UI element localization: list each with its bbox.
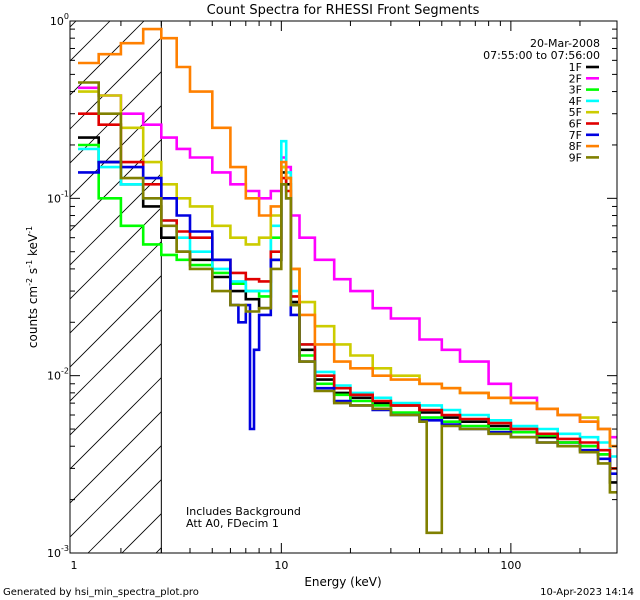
hatch-line	[70, 139, 162, 232]
legend-label-1F: 1F	[569, 61, 582, 74]
hatch-line	[70, 105, 162, 198]
hatch-line	[70, 275, 162, 368]
annotation-background: Includes Background	[186, 505, 301, 518]
y-axis-ticks: 100 10-1 10-2 10-3	[47, 12, 617, 560]
series-9F	[78, 81, 617, 535]
x-axis-ticks: 1 10 100	[71, 21, 581, 572]
legend-label-9F: 9F	[569, 151, 582, 164]
hatch-line	[70, 37, 162, 130]
y-tick-label: 10-2	[47, 367, 69, 383]
plot-frame	[69, 20, 618, 554]
series-8F	[78, 27, 617, 448]
y-tick-label: 100	[50, 12, 69, 28]
legend-label-4F: 4F	[569, 95, 582, 108]
hatch-line	[121, 513, 162, 553]
y-axis-label: counts cm-2 s-1 keV-1	[25, 226, 40, 348]
hatch-line	[70, 377, 162, 470]
footer-timestamp: 10-Apr-2023 14:14	[540, 587, 634, 598]
footer-generated-by: Generated by hsi_min_spectra_plot.pro	[3, 587, 199, 598]
legend-label-7F: 7F	[569, 129, 582, 142]
hatch-line	[70, 241, 162, 334]
spectra-series	[78, 27, 617, 535]
annotation-attenuator: Att A0, FDecim 1	[186, 517, 279, 530]
hatch-line	[70, 207, 162, 300]
legend-label-6F: 6F	[569, 118, 582, 131]
hatch-line	[70, 173, 162, 266]
series-6F	[78, 112, 617, 470]
x-tick-label: 1	[71, 559, 78, 572]
chart-title: Count Spectra for RHESSI Front Segments	[207, 3, 480, 18]
time-range-label: 07:55:00 to 07:56:00	[483, 49, 600, 62]
date-label: 20-Mar-2008	[530, 37, 600, 50]
y-tick-label: 10-1	[47, 189, 69, 205]
hatch-line	[155, 547, 162, 553]
legend-label-8F: 8F	[569, 140, 582, 153]
legend-label-2F: 2F	[569, 72, 582, 85]
hatch-line	[70, 309, 162, 402]
hatch-line	[70, 445, 162, 538]
y-tick-label: 10-3	[47, 544, 69, 560]
x-tick-label: 10	[274, 559, 288, 572]
x-axis-label: Energy (keV)	[304, 575, 381, 589]
hatch-line	[70, 343, 162, 436]
series-3F	[78, 143, 617, 470]
legend-label-5F: 5F	[569, 106, 582, 119]
hatch-line	[87, 479, 162, 553]
x-tick-label: 100	[500, 559, 521, 572]
attenuator-hatch-region	[70, 21, 162, 553]
hatch-line	[70, 21, 145, 96]
hatch-line	[70, 411, 162, 504]
hatch-line	[70, 21, 111, 62]
legend-label-3F: 3F	[569, 84, 582, 97]
hatch-line	[70, 71, 162, 164]
series-2F	[78, 86, 617, 439]
